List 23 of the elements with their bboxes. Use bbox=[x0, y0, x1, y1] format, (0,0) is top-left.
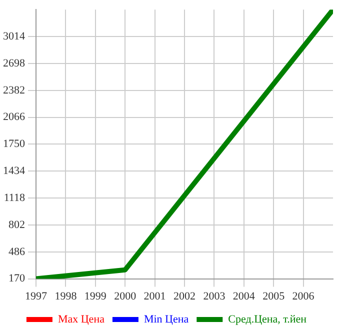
legend-label: Max Цена bbox=[58, 313, 105, 326]
y-tick-label: 1750 bbox=[3, 138, 26, 150]
x-tick-label: 2003 bbox=[203, 290, 226, 302]
y-tick-label: 2066 bbox=[3, 111, 26, 124]
y-tick-label: 802 bbox=[8, 218, 25, 231]
legend-label: Min Цена bbox=[144, 313, 189, 326]
y-tick-label: 170 bbox=[8, 272, 26, 285]
x-tick-label: 2004 bbox=[232, 290, 256, 302]
legend-label: Сред.Цена, т.йен bbox=[228, 313, 307, 326]
x-tick-label: 2005 bbox=[262, 290, 286, 302]
x-tick-label: 1997 bbox=[25, 290, 48, 302]
y-tick-label: 486 bbox=[8, 246, 26, 258]
x-tick-label: 2006 bbox=[292, 290, 315, 302]
y-tick-label: 3014 bbox=[3, 30, 26, 42]
y-tick-label: 1434 bbox=[3, 165, 26, 178]
y-tick-label: 2698 bbox=[3, 57, 26, 70]
x-tick-label: 1998 bbox=[54, 290, 78, 302]
y-tick-label: 1118 bbox=[4, 192, 26, 204]
x-tick-label: 1999 bbox=[84, 290, 107, 302]
x-tick-label: 2000 bbox=[114, 290, 137, 302]
x-tick-label: 2002 bbox=[174, 290, 196, 302]
x-tick-label: 2001 bbox=[144, 290, 166, 302]
y-tick-label: 2382 bbox=[3, 84, 25, 96]
